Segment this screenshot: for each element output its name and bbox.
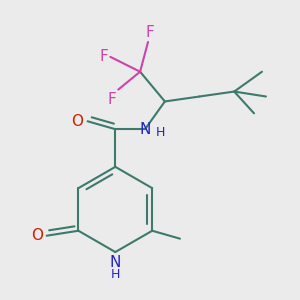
Text: O: O [31, 228, 43, 243]
Text: H: H [156, 126, 165, 139]
Text: F: F [100, 50, 108, 64]
Text: F: F [146, 25, 154, 40]
Text: H: H [111, 268, 120, 281]
Text: N: N [140, 122, 151, 137]
Text: O: O [72, 114, 84, 129]
Text: F: F [108, 92, 116, 106]
Text: N: N [110, 255, 121, 270]
